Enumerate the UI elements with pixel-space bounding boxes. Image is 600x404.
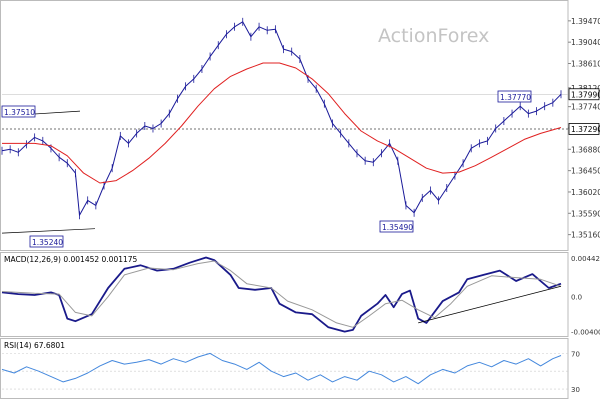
series-line-price (1, 21, 562, 216)
price-tick-label: 1.39040 (571, 38, 600, 47)
macd-tick-label: -0.004001 (571, 329, 600, 337)
watermark: ActionForex (378, 25, 489, 47)
price-tick-label: 1.39470 (571, 17, 600, 26)
price-tick-label: 1.35590 (571, 209, 600, 218)
price-annotation-label: 1.37770 (500, 93, 531, 102)
series-line-signal (1, 260, 562, 328)
series-line-macd (1, 256, 562, 333)
price-annotation-box (497, 90, 532, 103)
series-line-moving_average (2, 62, 562, 184)
rsi-title: RSI(14) 67.6801 (4, 341, 65, 350)
current-price-label-box (568, 88, 600, 101)
price-annotation-box (379, 220, 414, 233)
current-price-label: 1.37990 (571, 90, 600, 99)
macd-panel-frame (0, 252, 569, 337)
level-price-label: 1.37290 (571, 125, 600, 134)
series-line-trendline (418, 285, 562, 324)
price-annotation-label: 1.37510 (4, 108, 35, 117)
level-price-label-box (568, 123, 600, 135)
price-annotation-label: 1.35490 (382, 223, 413, 232)
price-trendline-bottom (1, 228, 96, 234)
price-panel-frame (0, 0, 569, 251)
price-annotation-box (1, 105, 36, 118)
price-annotation-label: 1.35240 (32, 238, 63, 247)
price-tick-label: 1.37740 (571, 103, 600, 112)
price-tick-label: 1.35160 (571, 231, 600, 240)
rsi-tick-label: 70 (571, 350, 580, 358)
price-annotation-box (29, 235, 64, 248)
price-tick-label: 1.36020 (571, 188, 600, 197)
price-tick-label: 1.38610 (571, 60, 600, 69)
macd-title: MACD(12,26,9) 0.001452 0.001175 (4, 255, 138, 264)
price-tick-label: 1.36880 (571, 145, 600, 154)
rsi-tick-label: 30 (571, 386, 580, 394)
macd-tick-label: 0.0 (571, 294, 582, 302)
price-tick-label: 1.38120 (571, 84, 600, 93)
rsi-panel-frame (0, 338, 569, 399)
price-tick-label: 1.36450 (571, 167, 600, 176)
macd-tick-label: 0.004421 (571, 255, 600, 263)
series-line-rsi (1, 352, 562, 385)
